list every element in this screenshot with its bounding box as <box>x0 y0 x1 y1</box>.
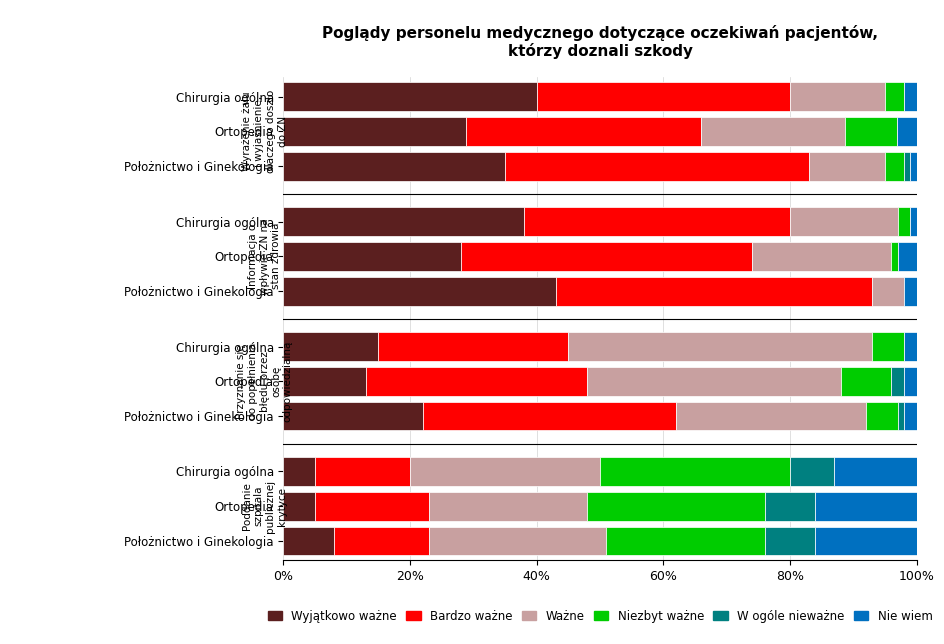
Bar <box>834 457 916 486</box>
Bar <box>283 367 365 396</box>
Bar <box>365 367 587 396</box>
Bar <box>567 332 871 361</box>
Bar <box>283 82 536 111</box>
Bar <box>283 207 524 236</box>
Bar <box>504 151 808 180</box>
Bar <box>840 367 890 396</box>
Bar <box>815 492 916 521</box>
Bar <box>897 401 903 430</box>
Bar <box>903 332 916 361</box>
Bar <box>283 457 314 486</box>
Bar <box>884 82 903 111</box>
Bar <box>283 151 504 180</box>
Bar <box>675 401 865 430</box>
Bar <box>283 117 465 146</box>
Text: Wyrażenie żalu
i wyjaśnienie,
dlaczego doszło
do ZN: Wyrażenie żalu i wyjaśnienie, dlaczego d… <box>242 90 287 173</box>
Text: Przyznanie się
do popełnienia
błędu przez
osobę
odpowiedzialną: Przyznanie się do popełnienia błędu prze… <box>236 341 293 422</box>
Bar <box>465 117 700 146</box>
Bar <box>789 457 834 486</box>
Bar <box>815 527 916 556</box>
Bar <box>283 276 555 305</box>
Bar <box>871 276 903 305</box>
Bar <box>764 492 815 521</box>
Bar <box>429 527 606 556</box>
Bar <box>314 457 410 486</box>
Bar <box>587 367 840 396</box>
Bar <box>764 527 815 556</box>
Bar <box>896 117 916 146</box>
Bar <box>890 242 897 270</box>
Bar <box>903 82 916 111</box>
Bar <box>422 401 675 430</box>
Bar <box>283 527 334 556</box>
Bar <box>536 82 789 111</box>
Bar <box>897 242 916 270</box>
Bar <box>700 117 844 146</box>
Bar <box>429 492 587 521</box>
Bar <box>283 492 314 521</box>
Bar <box>865 401 897 430</box>
Bar <box>903 276 916 305</box>
Bar <box>606 527 764 556</box>
Bar <box>378 332 567 361</box>
Bar <box>314 492 429 521</box>
Bar <box>903 367 916 396</box>
Legend: Wyjątkowo ważne, Bardzo ważne, Ważne, Niezbyt ważne, W ogóle nieważne, Nie wiem: Wyjątkowo ważne, Bardzo ważne, Ważne, Ni… <box>262 605 936 627</box>
Bar <box>844 117 896 146</box>
Bar <box>283 401 422 430</box>
Bar <box>897 207 909 236</box>
Bar <box>909 207 916 236</box>
Bar <box>461 242 751 270</box>
Bar <box>283 242 461 270</box>
Bar <box>808 151 884 180</box>
Bar <box>334 527 429 556</box>
Bar <box>410 457 599 486</box>
Bar <box>789 207 897 236</box>
Bar <box>555 276 871 305</box>
Bar <box>599 457 789 486</box>
Title: Poglądy personelu medycznego dotyczące oczekiwań pacjentów,
którzy doznali szkod: Poglądy personelu medycznego dotyczące o… <box>322 25 877 59</box>
Text: Informacja o
wpływie ZN na
stan zdrowia: Informacja o wpływie ZN na stan zdrowia <box>247 218 281 294</box>
Bar <box>524 207 789 236</box>
Bar <box>884 151 903 180</box>
Bar <box>587 492 764 521</box>
Bar <box>751 242 890 270</box>
Bar <box>890 367 903 396</box>
Bar <box>909 151 916 180</box>
Text: Poddanie
szpitala
publicznej
krytyce: Poddanie szpitala publicznej krytyce <box>242 480 287 533</box>
Bar <box>871 332 903 361</box>
Bar <box>789 82 884 111</box>
Bar <box>903 151 909 180</box>
Bar <box>903 401 916 430</box>
Bar <box>283 332 378 361</box>
